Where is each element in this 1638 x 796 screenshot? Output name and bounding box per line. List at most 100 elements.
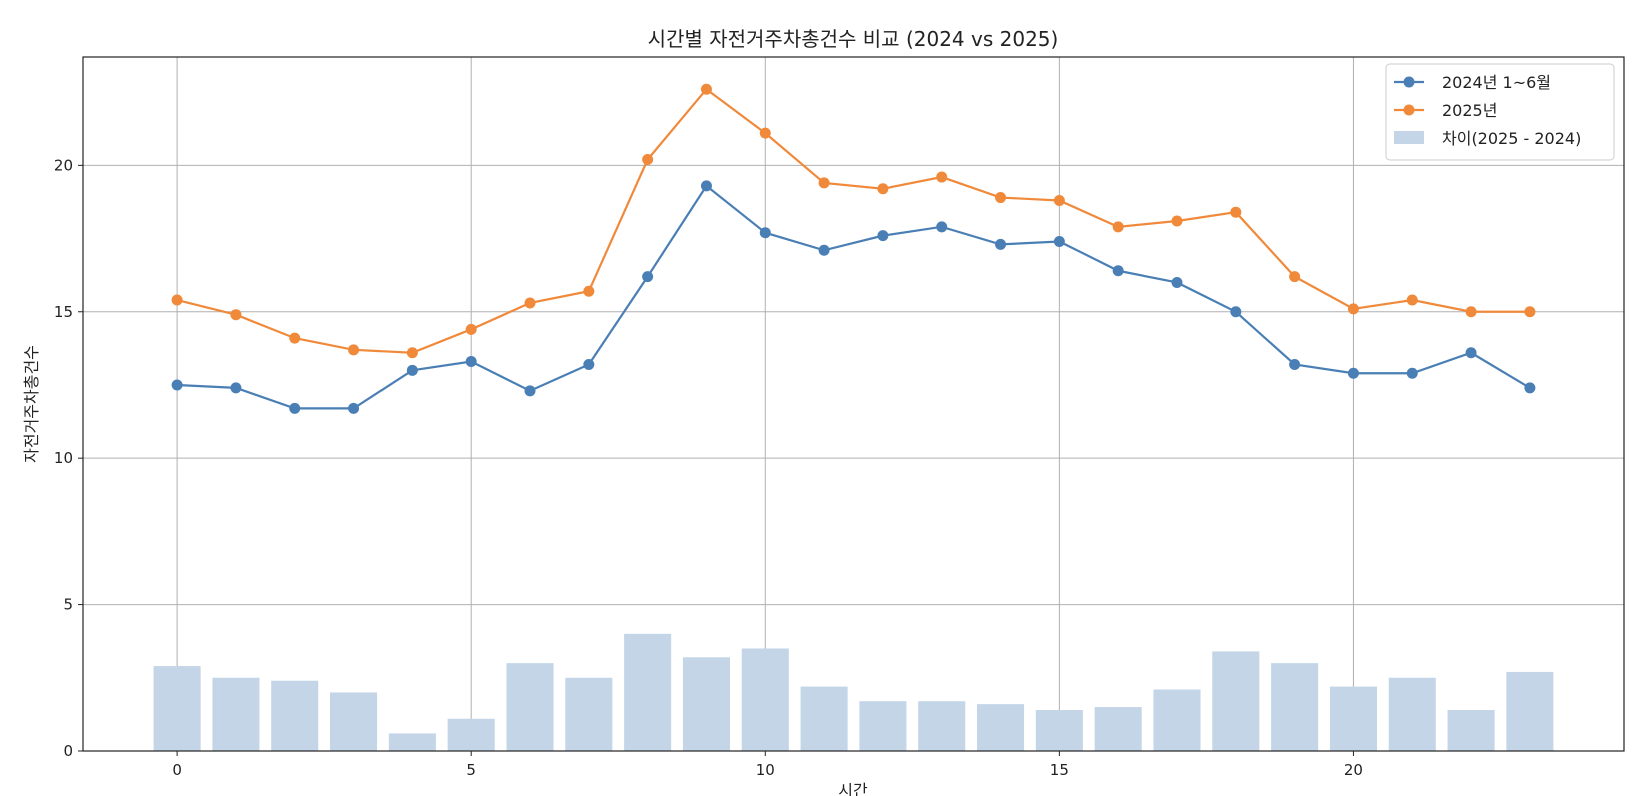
series-0-point [700, 180, 712, 192]
series-1-point [1465, 306, 1477, 318]
series-1-point [1289, 271, 1301, 283]
difference-bar [1212, 651, 1260, 751]
series-1-point [171, 294, 183, 306]
series-0-point [406, 364, 418, 376]
difference-bar [388, 733, 436, 751]
series-1-point [818, 177, 830, 189]
difference-bar [1094, 707, 1142, 751]
series-1-point [759, 127, 771, 139]
series-1-point [1171, 215, 1183, 227]
legend-marker-2024 [1403, 76, 1415, 88]
series-1-point [936, 171, 948, 183]
chart-title: 시간별 자전거주차총건수 비교 (2024 vs 2025) [648, 27, 1059, 51]
y-axis-title: 자전거주차총건수 [22, 345, 41, 463]
series-0-point [230, 382, 242, 394]
series-0-point [877, 230, 889, 242]
legend-swatch-difference [1394, 131, 1424, 144]
y-tick-label: 10 [54, 449, 73, 467]
series-1-point [1230, 206, 1242, 218]
series-1-point [1053, 194, 1065, 206]
difference-bar [1153, 689, 1201, 751]
legend-label-2025: 2025년 [1442, 101, 1497, 120]
series-0-point [1406, 367, 1418, 379]
difference-bar [1506, 671, 1554, 751]
series-0-point [171, 379, 183, 391]
series-0-point [1347, 367, 1359, 379]
legend: 2024년 1~6월 2025년 차이(2025 - 2024) [1385, 63, 1615, 161]
difference-bar [565, 677, 613, 751]
x-axis-title: 시간 [838, 781, 868, 796]
difference-bar [741, 648, 789, 751]
series-0-point [1053, 235, 1065, 247]
series-0-point [818, 244, 830, 256]
tick-layer: 0 5 10 15 20 0 5 10 15 20 [54, 156, 1363, 779]
series-0-point [759, 227, 771, 239]
y-tick-label: 15 [54, 303, 73, 321]
difference-bar [918, 701, 966, 751]
series-1-point [465, 323, 477, 335]
series-1-point [1112, 221, 1124, 233]
difference-bar [977, 704, 1025, 751]
series-0-point [1230, 306, 1242, 318]
x-tick-label: 15 [1050, 761, 1069, 779]
series-1-point [877, 183, 889, 195]
plot-frame [82, 56, 1625, 752]
series-0-point [348, 402, 360, 414]
difference-bar [1447, 710, 1495, 751]
series-0-point [583, 358, 595, 370]
series-0-point [1524, 382, 1536, 394]
difference-bar [1271, 663, 1319, 751]
series-0-point [465, 356, 477, 368]
series-0-point [642, 271, 654, 283]
difference-bar [1035, 710, 1083, 751]
series-0-point [1112, 265, 1124, 277]
difference-bar [330, 692, 378, 751]
series-1-point [583, 285, 595, 297]
difference-bar [859, 701, 907, 751]
series-1-point [289, 332, 301, 344]
difference-bar [624, 633, 672, 751]
series-0-point [1289, 358, 1301, 370]
legend-box [1385, 63, 1615, 161]
series-1-point [995, 192, 1007, 204]
series-1-point [700, 83, 712, 95]
series-0-point [289, 402, 301, 414]
difference-bar [153, 666, 201, 751]
y-tick-label: 0 [63, 742, 73, 760]
difference-bar [212, 677, 260, 751]
y-tick-label: 5 [63, 596, 73, 614]
difference-bar [1388, 677, 1436, 751]
line-layer [171, 83, 1536, 414]
difference-bar [271, 680, 319, 751]
series-line-0 [177, 184, 1531, 410]
legend-marker-2025 [1403, 104, 1415, 116]
bar-layer [153, 633, 1554, 751]
y-tick-label: 20 [54, 156, 73, 174]
series-1-point [348, 344, 360, 356]
series-line-1 [176, 87, 1530, 354]
series-1-point [642, 153, 654, 165]
x-tick-label: 5 [466, 761, 476, 779]
legend-label-2024: 2024년 1~6월 [1442, 73, 1551, 92]
series-1-point [1347, 303, 1359, 315]
series-1-point [1524, 306, 1536, 318]
difference-bar [800, 686, 848, 751]
difference-bar [682, 657, 730, 751]
difference-bar [1329, 686, 1377, 751]
series-0-point [1171, 276, 1183, 288]
series-1-point [230, 309, 242, 321]
x-tick-label: 0 [172, 761, 182, 779]
series-0-point [995, 238, 1007, 250]
series-0-point [1465, 347, 1477, 359]
series-1-point [406, 347, 418, 359]
difference-bar [447, 718, 495, 751]
series-1-point [1406, 294, 1418, 306]
series-1-point [524, 297, 536, 309]
difference-bar [506, 663, 554, 751]
x-tick-label: 10 [756, 761, 775, 779]
x-tick-label: 20 [1344, 761, 1363, 779]
legend-label-difference: 차이(2025 - 2024) [1442, 129, 1581, 148]
series-0-point [936, 221, 948, 233]
